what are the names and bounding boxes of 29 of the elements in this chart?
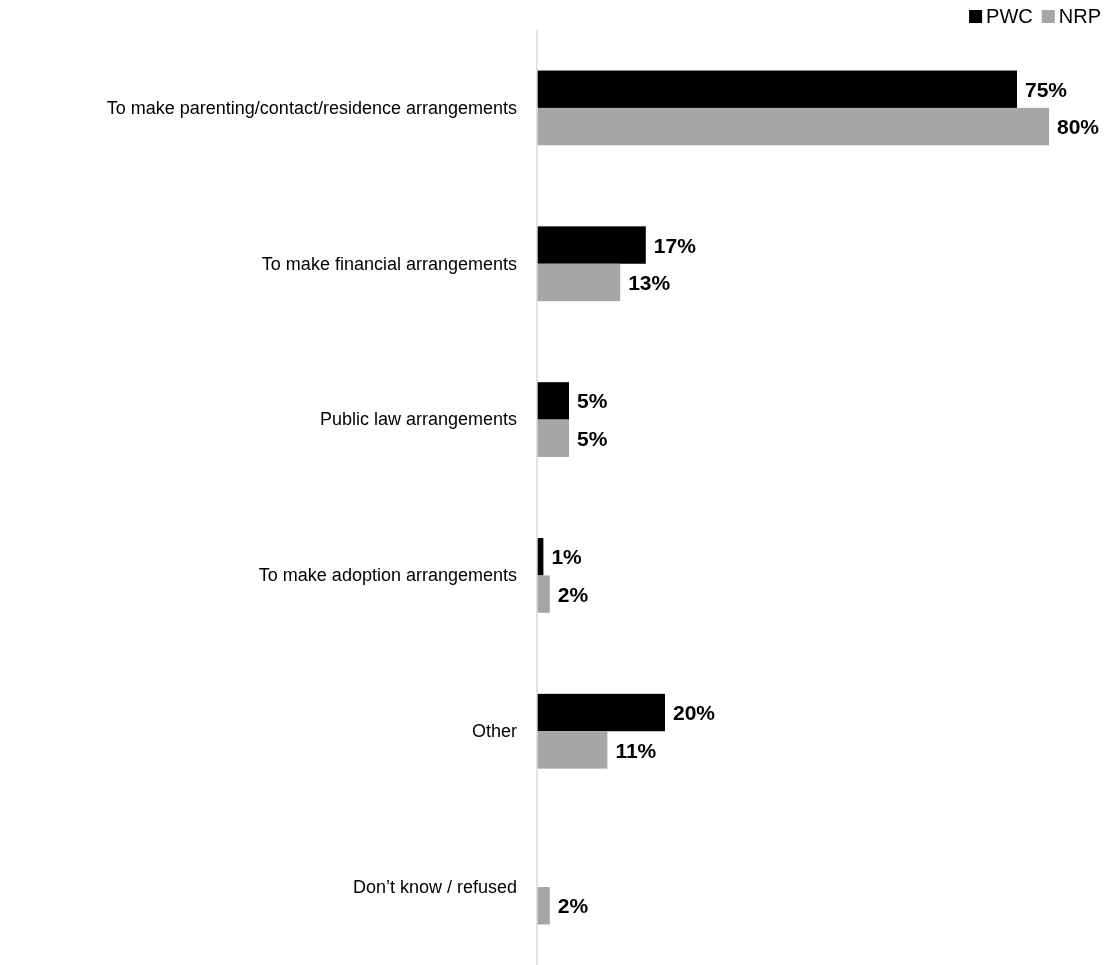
- data-label: 75%: [1025, 77, 1068, 101]
- data-label: 80%: [1057, 115, 1100, 139]
- y-tick-label: To make financial arrangements: [261, 253, 517, 274]
- bar: [537, 263, 621, 302]
- data-label: 17%: [653, 233, 697, 257]
- data-label: 2%: [557, 582, 589, 606]
- bar: [537, 693, 665, 732]
- bar: [537, 575, 550, 613]
- bar: [537, 107, 1049, 146]
- data-label: 2%: [557, 894, 589, 918]
- y-tick-label: Don’t know / refused: [352, 876, 517, 897]
- bar: [537, 70, 1017, 108]
- data-label: 5%: [577, 426, 608, 450]
- legend-label: NRP: [1058, 5, 1101, 28]
- bar: [537, 887, 550, 925]
- bar: [537, 226, 646, 264]
- data-label: 1%: [551, 545, 583, 569]
- y-tick-label: To make adoption arrangements: [258, 565, 517, 586]
- bar: [537, 731, 608, 769]
- legend-label: PWC: [986, 5, 1033, 28]
- data-label: 13%: [628, 271, 671, 295]
- bar: [537, 419, 569, 457]
- data-label: 20%: [673, 701, 716, 725]
- y-tick-label: Other: [471, 721, 517, 742]
- data-label: 5%: [577, 389, 608, 413]
- y-tick-label: Public law arrangements: [319, 409, 517, 430]
- bar: [537, 382, 569, 420]
- y-tick-label: To make parenting/contact/residence arrangements: [106, 97, 517, 118]
- data-label: 11%: [615, 738, 657, 762]
